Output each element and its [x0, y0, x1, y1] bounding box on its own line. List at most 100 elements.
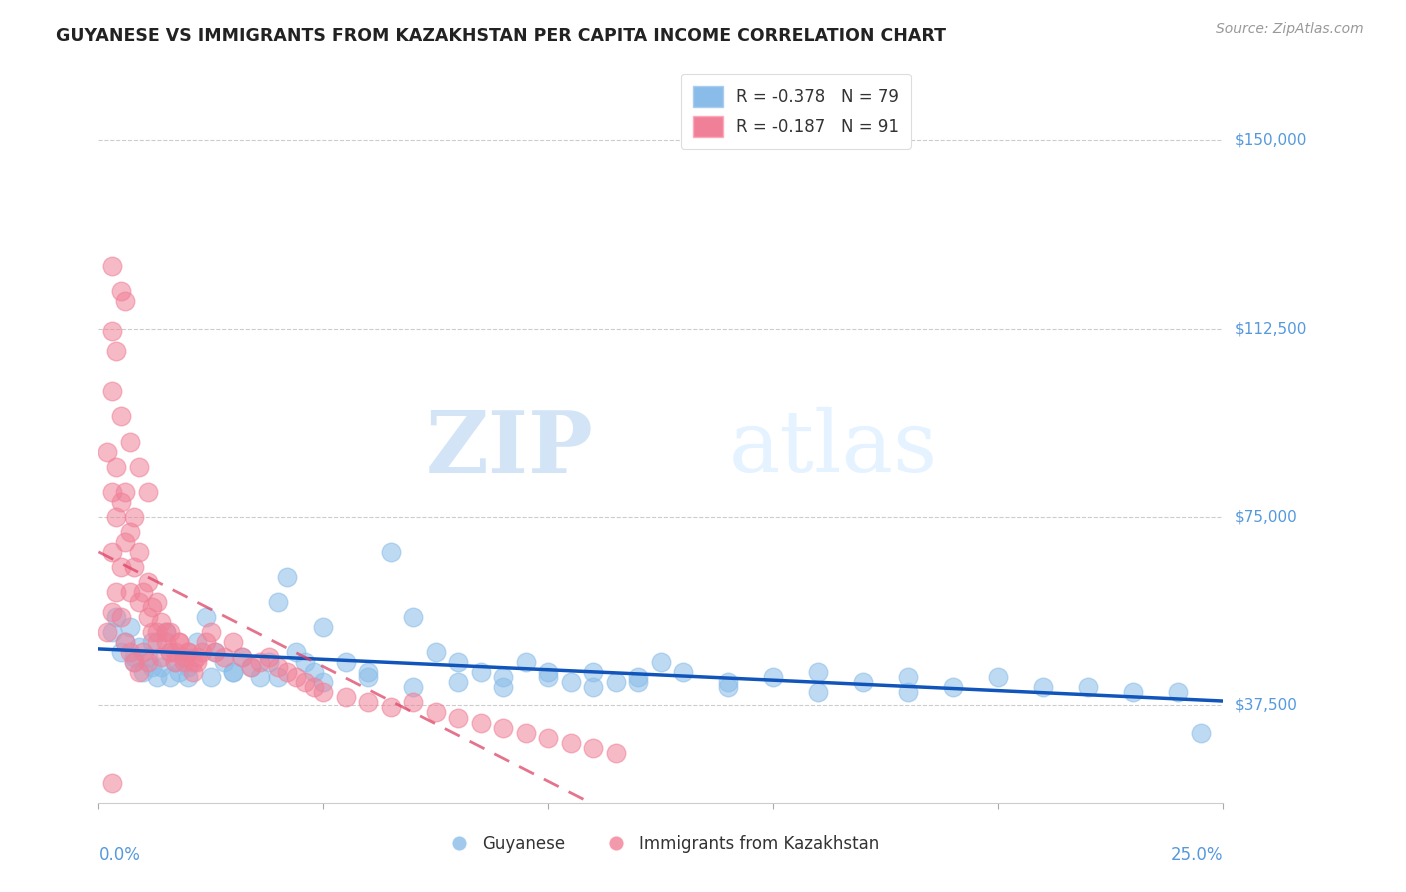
Point — [267, 595, 290, 609]
Point — [285, 645, 308, 659]
Point — [214, 650, 236, 665]
Point — [267, 660, 290, 674]
Point — [114, 534, 136, 549]
Point — [492, 670, 515, 684]
Point — [204, 645, 226, 659]
Point — [447, 710, 470, 724]
Point — [181, 655, 204, 669]
Point — [470, 665, 492, 680]
Point — [155, 625, 177, 640]
Point — [717, 675, 740, 690]
Point — [101, 605, 124, 619]
Point — [132, 585, 155, 599]
Point — [357, 696, 380, 710]
Point — [762, 670, 785, 684]
Point — [627, 675, 650, 690]
Point — [312, 620, 335, 634]
Text: Source: ZipAtlas.com: Source: ZipAtlas.com — [1216, 22, 1364, 37]
Point — [249, 670, 271, 684]
Point — [492, 721, 515, 735]
Point — [114, 635, 136, 649]
Point — [159, 645, 181, 659]
Point — [150, 660, 173, 674]
Point — [114, 635, 136, 649]
Point — [259, 655, 281, 669]
Point — [114, 293, 136, 308]
Point — [118, 524, 141, 539]
Point — [987, 670, 1010, 684]
Point — [195, 635, 218, 649]
Text: $150,000: $150,000 — [1234, 133, 1306, 148]
Point — [101, 484, 124, 499]
Point — [402, 696, 425, 710]
Point — [128, 640, 150, 655]
Point — [200, 625, 222, 640]
Point — [807, 685, 830, 699]
Point — [105, 344, 128, 359]
Point — [173, 650, 195, 665]
Text: $37,500: $37,500 — [1234, 698, 1298, 713]
Point — [582, 740, 605, 755]
Point — [110, 494, 132, 508]
Point — [132, 665, 155, 680]
Point — [249, 655, 271, 669]
Point — [128, 545, 150, 559]
Point — [231, 650, 253, 665]
Point — [96, 625, 118, 640]
Point — [141, 660, 163, 674]
Point — [128, 665, 150, 680]
Point — [136, 574, 159, 589]
Point — [105, 585, 128, 599]
Point — [1032, 681, 1054, 695]
Point — [159, 625, 181, 640]
Point — [605, 746, 627, 760]
Point — [231, 650, 253, 665]
Point — [204, 645, 226, 659]
Point — [335, 690, 357, 705]
Point — [159, 645, 181, 659]
Point — [177, 645, 200, 659]
Point — [110, 284, 132, 298]
Point — [897, 670, 920, 684]
Point — [402, 681, 425, 695]
Point — [294, 655, 316, 669]
Point — [717, 681, 740, 695]
Point — [447, 675, 470, 690]
Point — [186, 635, 208, 649]
Point — [380, 700, 402, 714]
Point — [402, 610, 425, 624]
Point — [380, 545, 402, 559]
Point — [163, 645, 186, 659]
Point — [357, 665, 380, 680]
Point — [132, 645, 155, 659]
Point — [1122, 685, 1144, 699]
Point — [267, 670, 290, 684]
Point — [136, 610, 159, 624]
Point — [492, 681, 515, 695]
Point — [627, 670, 650, 684]
Point — [605, 675, 627, 690]
Point — [560, 735, 582, 749]
Text: atlas: atlas — [728, 407, 938, 491]
Point — [101, 776, 124, 790]
Point — [304, 665, 326, 680]
Point — [159, 670, 181, 684]
Point — [582, 665, 605, 680]
Point — [118, 434, 141, 449]
Point — [1167, 685, 1189, 699]
Point — [101, 625, 124, 640]
Point — [425, 706, 447, 720]
Text: GUYANESE VS IMMIGRANTS FROM KAZAKHSTAN PER CAPITA INCOME CORRELATION CHART: GUYANESE VS IMMIGRANTS FROM KAZAKHSTAN P… — [56, 27, 946, 45]
Point — [136, 655, 159, 669]
Point — [110, 610, 132, 624]
Point — [335, 655, 357, 669]
Point — [118, 620, 141, 634]
Point — [136, 650, 159, 665]
Point — [259, 650, 281, 665]
Point — [191, 645, 214, 659]
Point — [942, 681, 965, 695]
Point — [214, 655, 236, 669]
Point — [114, 484, 136, 499]
Point — [276, 665, 298, 680]
Point — [124, 655, 146, 669]
